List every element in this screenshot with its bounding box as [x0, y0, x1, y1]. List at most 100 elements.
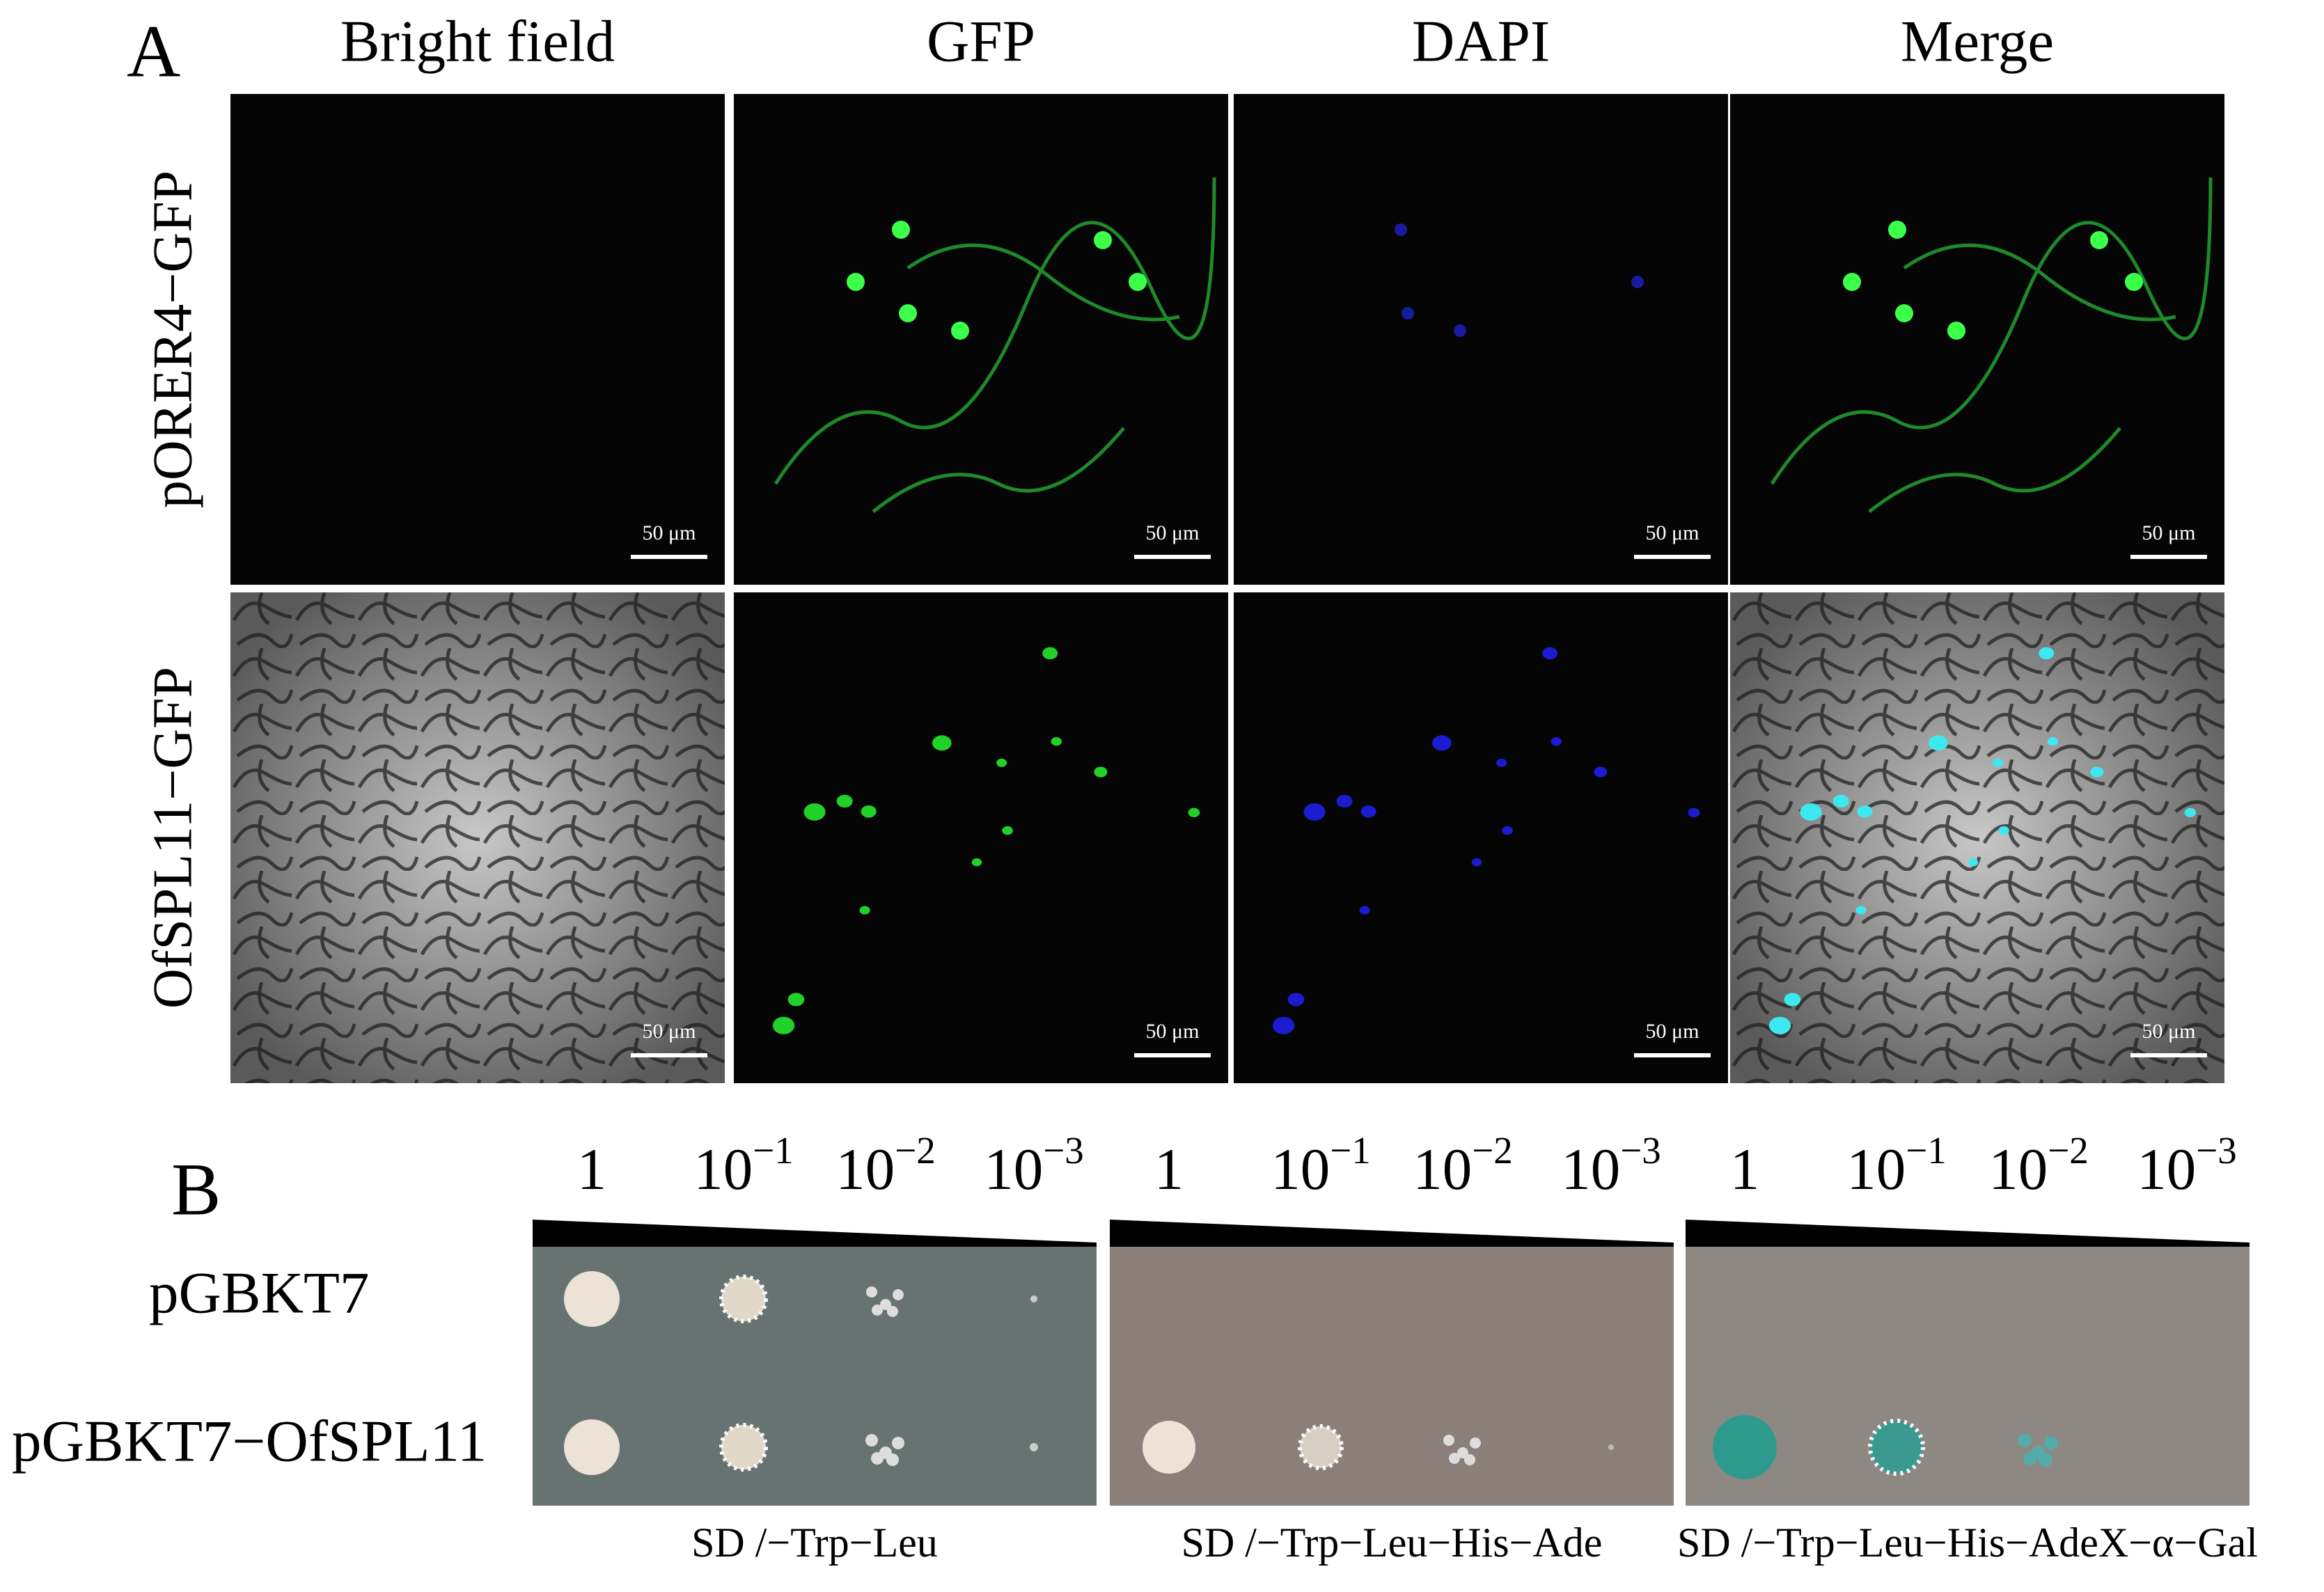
- dilution-wedge: [1110, 1220, 1674, 1247]
- dilution-base: 10: [1988, 1137, 2048, 1202]
- nucleus: [1360, 805, 1376, 818]
- colony: [871, 1452, 884, 1465]
- dilution-wedge: [1686, 1220, 2250, 1247]
- nucleus: [1359, 906, 1370, 915]
- nucleus: [1094, 231, 1112, 249]
- nucleus: [2090, 766, 2104, 778]
- dilution-base: 10: [1846, 1137, 1906, 1202]
- colony: [880, 1299, 891, 1310]
- nucleus: [2125, 273, 2143, 291]
- image-background: [734, 592, 1228, 1083]
- colony: [2039, 1453, 2052, 1467]
- nucleus: [2039, 647, 2055, 660]
- dilution-exponent: −3: [2196, 1129, 2237, 1172]
- nucleus: [1471, 858, 1482, 867]
- colony: [2023, 1451, 2037, 1465]
- colony: [1464, 1454, 1475, 1465]
- colony: [1457, 1447, 1468, 1458]
- nucleus: [861, 805, 877, 818]
- cell-outlines: [230, 592, 725, 1083]
- nucleus: [1542, 647, 1558, 660]
- nucleus: [1502, 826, 1513, 835]
- dilution-base: 1: [1154, 1137, 1184, 1202]
- nucleus: [892, 221, 910, 239]
- dilution-exponent: −2: [895, 1129, 936, 1172]
- column-title: GFP: [927, 9, 1035, 74]
- colony: [1470, 1437, 1481, 1449]
- row-label: pORER4−GFP: [142, 171, 203, 508]
- colony: [892, 1437, 904, 1449]
- micrograph: 50 μm: [1234, 94, 1728, 585]
- nucleus: [1002, 826, 1013, 835]
- dilution-base: 10: [1271, 1137, 1330, 1202]
- colony: [719, 1275, 768, 1323]
- nucleus: [1129, 273, 1147, 291]
- colony: [2018, 1433, 2032, 1447]
- dilution-base: 1: [1730, 1137, 1760, 1202]
- nucleus: [836, 794, 853, 808]
- dilution-exponent: −1: [1330, 1129, 1371, 1172]
- nucleus: [1594, 766, 1608, 778]
- colony: [1298, 1424, 1344, 1470]
- nucleus: [847, 273, 865, 291]
- image-background: [1730, 94, 2224, 585]
- nucleus: [772, 1016, 795, 1034]
- nucleus: [1287, 993, 1305, 1007]
- dilution-label: 10−1: [693, 1129, 794, 1202]
- micrograph: 50 μm: [734, 94, 1228, 585]
- nucleus: [1188, 807, 1200, 817]
- dilution-label: 10−2: [835, 1129, 936, 1202]
- column-title: Merge: [1901, 9, 2054, 74]
- nucleus: [1272, 1016, 1295, 1034]
- dilution-base: 10: [1561, 1137, 1620, 1202]
- image-background: [230, 94, 725, 585]
- panel-label: A: [127, 11, 180, 93]
- colony: [872, 1305, 883, 1316]
- nucleus: [1768, 1016, 1791, 1034]
- nucleus: [951, 322, 969, 340]
- row-label: OfSPL11−GFP: [142, 667, 203, 1009]
- nucleus: [1998, 826, 2009, 835]
- dilution-wedge: [533, 1220, 1097, 1247]
- scale-bar-label: 50 μm: [1146, 1020, 1200, 1043]
- dilution-label: 1: [1730, 1137, 1760, 1202]
- scale-bar-label: 50 μm: [643, 1020, 696, 1043]
- column-title: Bright field: [340, 9, 615, 74]
- row-label: pGBKT7: [149, 1261, 369, 1326]
- nucleus: [1042, 647, 1058, 660]
- dilution-base: 10: [835, 1137, 895, 1202]
- nucleus: [1895, 304, 1913, 322]
- nucleus: [899, 304, 917, 322]
- nucleus: [1631, 276, 1644, 288]
- image-background: [1234, 94, 1728, 585]
- nucleus: [803, 803, 826, 821]
- colony: [887, 1306, 898, 1317]
- plate-background: [533, 1247, 1097, 1506]
- plate-background: [1110, 1247, 1674, 1506]
- micrograph: 50 μm: [230, 94, 725, 585]
- colony: [1443, 1435, 1454, 1446]
- image-background: [734, 94, 1228, 585]
- dilution-label: 10−1: [1846, 1129, 1947, 1202]
- medium-label: SD /−Trp−Leu: [691, 1520, 938, 1566]
- colony: [1030, 1443, 1038, 1451]
- nucleus: [1402, 307, 1414, 320]
- nucleus: [1051, 736, 1062, 746]
- colony: [886, 1453, 899, 1466]
- column-title: DAPI: [1412, 9, 1550, 74]
- gfp-outline: [774, 177, 1216, 513]
- colony: [1713, 1415, 1777, 1479]
- colony: [719, 1423, 768, 1472]
- gfp-outline: [1770, 177, 2213, 513]
- colony: [1449, 1453, 1460, 1464]
- dilution-exponent: −1: [1906, 1129, 1947, 1172]
- dilution-label: 10−3: [2137, 1129, 2237, 1202]
- colony: [564, 1271, 620, 1327]
- nucleus: [1800, 803, 1822, 821]
- dilution-label: 10−3: [1561, 1129, 1661, 1202]
- dilution-base: 10: [1413, 1137, 1472, 1202]
- nucleus: [1454, 324, 1466, 337]
- plate-background: [1686, 1247, 2250, 1506]
